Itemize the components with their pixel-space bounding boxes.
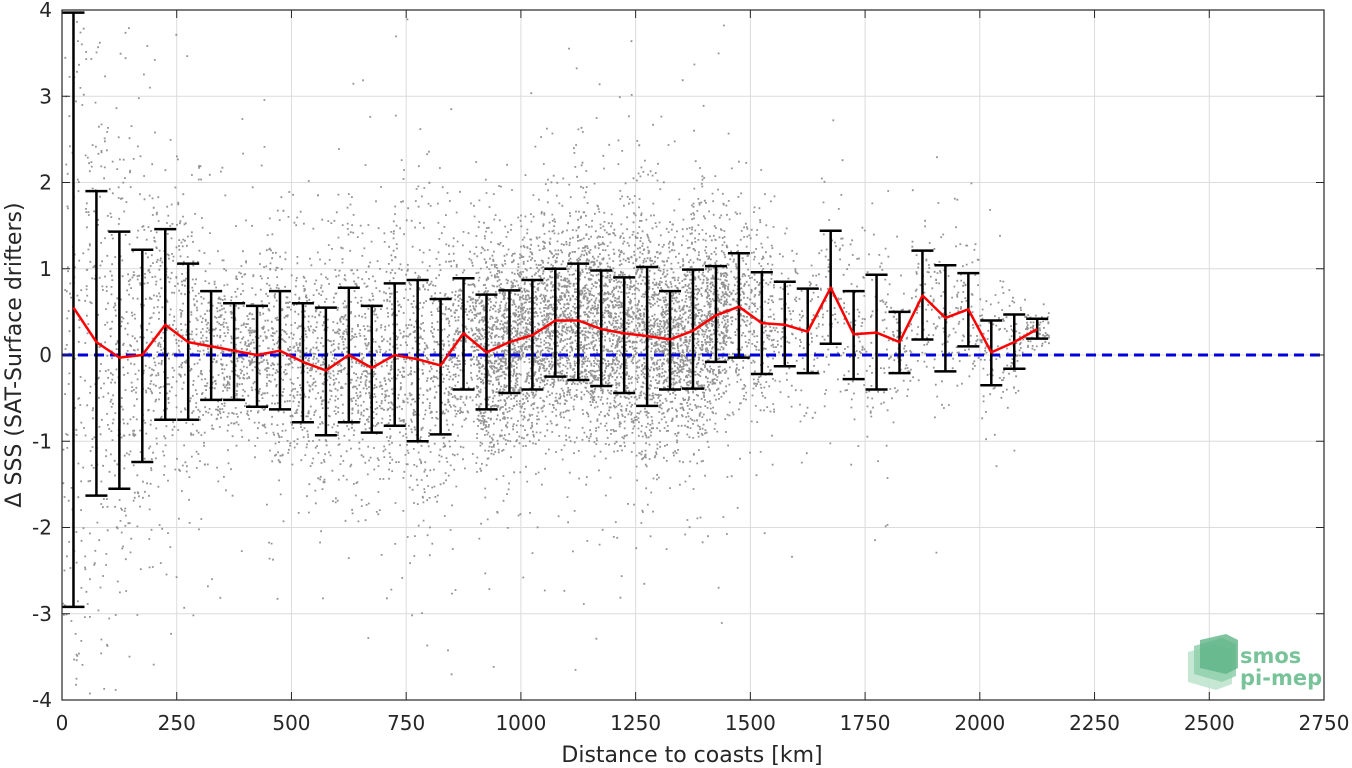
x-tick-label: 1000: [495, 711, 546, 735]
y-tick-label: 1: [39, 257, 52, 281]
x-tick-label: 750: [387, 711, 425, 735]
y-tick-labels: -4 -3 -2 -1 0 1 2 3 4: [32, 0, 52, 712]
smos-pi-mep-logo: smos pi-mep: [1188, 634, 1322, 690]
error-bar: [246, 304, 269, 408]
y-tick-label: 3: [39, 84, 52, 108]
error-bar: [682, 268, 704, 390]
error-bar: [108, 230, 131, 490]
y-tick-label: -1: [32, 429, 52, 453]
error-bar: [406, 278, 429, 443]
logo-text-pi-mep: pi-mep: [1240, 666, 1322, 690]
mean-line: [72, 286, 1038, 372]
x-axis-label: Distance to coasts [km]: [561, 743, 822, 768]
y-tick-label: 4: [39, 0, 52, 22]
x-tick-label: 0: [56, 711, 69, 735]
error-bar: [360, 304, 383, 434]
x-tick-label: 1250: [610, 711, 661, 735]
logo-text-smos: smos: [1240, 644, 1301, 668]
x-tick-label: 2750: [1299, 711, 1350, 735]
mean-series-line: [72, 286, 1038, 372]
y-tick-label: 2: [39, 171, 52, 195]
y-tick-label: -3: [32, 602, 52, 626]
error-bar: [1026, 317, 1049, 340]
error-bar: [544, 267, 567, 378]
x-tick-labels: 0 250 500 750 1000 1250 1500 1750 2000 2250 2500 27…: [56, 711, 1350, 735]
y-axis-label: Δ SSS (SAT-Surface drifters): [2, 202, 27, 507]
x-tick-label: 2500: [1184, 711, 1235, 735]
plot-frame: [61, 9, 1325, 701]
logo-icon: [1188, 634, 1238, 690]
y-tick-label: 0: [39, 343, 52, 367]
error-bar: [613, 276, 636, 395]
x-tick-label: 500: [272, 711, 310, 735]
x-tick-label: 250: [158, 711, 196, 735]
y-tick-label: -4: [32, 688, 52, 712]
y-tick-label: -2: [32, 516, 52, 540]
error-bar: [727, 251, 750, 359]
x-tick-label: 2250: [1069, 711, 1120, 735]
x-tick-label: 1750: [840, 711, 891, 735]
x-tick-label: 1500: [725, 711, 776, 735]
x-tick-label: 2000: [954, 711, 1005, 735]
